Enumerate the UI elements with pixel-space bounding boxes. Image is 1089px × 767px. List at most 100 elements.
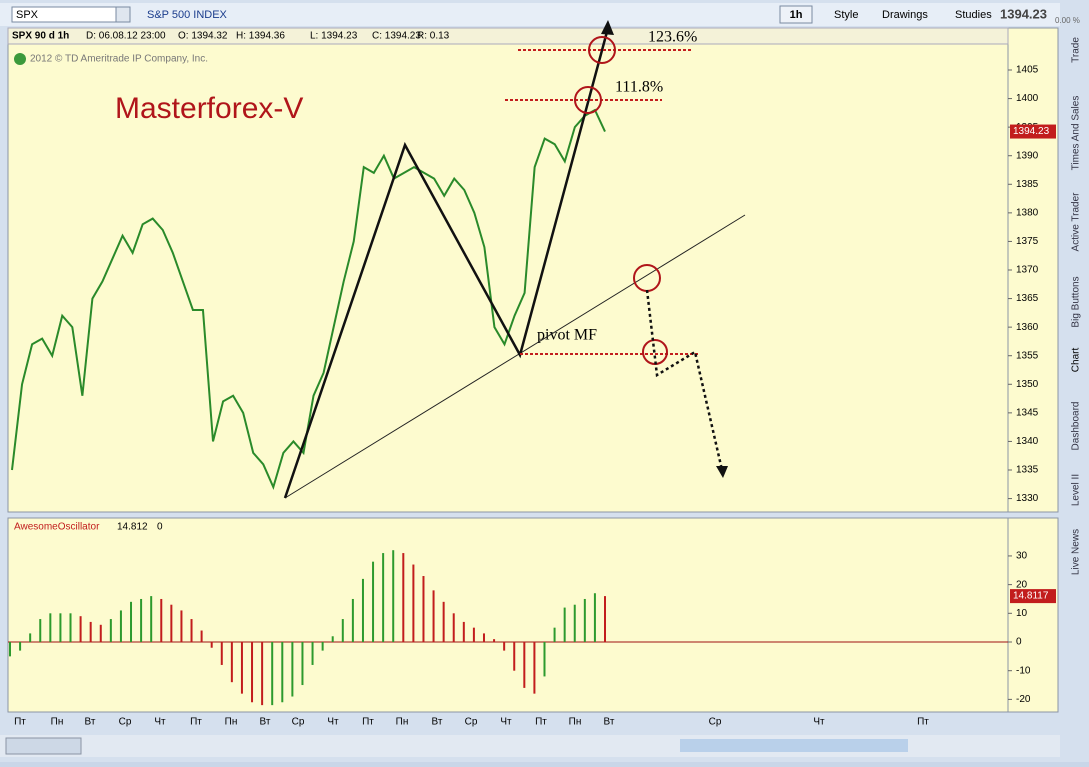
last-value-label: 14.8117	[1013, 591, 1049, 602]
osc-bar	[311, 642, 314, 665]
scroll-thumb[interactable]	[680, 739, 908, 752]
osc-bar	[240, 642, 243, 694]
price-line	[11, 108, 606, 491]
osc-bar	[593, 593, 596, 643]
info-icon[interactable]	[14, 53, 26, 65]
osc-bar	[503, 642, 506, 651]
side-tab[interactable]: Times And Sales	[1071, 96, 1082, 171]
osc-bar	[130, 601, 133, 643]
osc-bar	[89, 621, 92, 643]
osc-bar	[361, 578, 364, 643]
symbol-dropdown[interactable]	[115, 6, 131, 23]
x-tick-label: Ср	[292, 717, 305, 728]
osc-bar	[392, 550, 395, 643]
y-tick-label: 1405	[1016, 65, 1039, 76]
x-tick-label: Вт	[604, 717, 615, 728]
annotation-fib: 123.6%	[648, 29, 697, 46]
x-tick-label: Чт	[327, 717, 339, 728]
osc-bar	[523, 642, 526, 688]
x-tick-label: Вт	[432, 717, 443, 728]
osc-bar	[482, 633, 485, 643]
osc-bar	[160, 598, 163, 643]
side-tab[interactable]: Big Buttons	[1071, 276, 1082, 327]
osc-bar	[79, 616, 82, 643]
side-tab[interactable]: Trade	[1071, 37, 1082, 63]
osc-bar	[230, 642, 233, 683]
side-tab[interactable]: Dashboard	[1071, 402, 1082, 451]
header-chart: SPX 90 d 1h	[12, 31, 69, 42]
osc-bar	[59, 613, 62, 643]
x-tick-label: Пн	[225, 717, 238, 728]
header-close: C: 1394.23	[372, 31, 421, 42]
annotation-title: Masterforex-V	[115, 92, 303, 125]
osc-axis	[1007, 517, 1059, 713]
osc-bar	[39, 619, 42, 643]
osc-bar	[119, 610, 122, 643]
x-tick-label: Чт	[813, 717, 825, 728]
y-tick-label: 1365	[1016, 293, 1039, 304]
symbol[interactable]: SPX	[16, 9, 39, 21]
y-tick-label: 1400	[1016, 93, 1039, 104]
period-button[interactable]	[779, 5, 813, 24]
osc-bar	[200, 630, 203, 643]
osc-bar	[533, 642, 536, 694]
copyright: 2012 © TD Ameritrade IP Company, Inc.	[30, 54, 208, 65]
change: 0.00 %	[1055, 16, 1080, 25]
osc-bar	[442, 601, 445, 643]
y-tick-label: 10	[1016, 608, 1028, 619]
x-tick-label: Пн	[51, 717, 64, 728]
osc-bar	[553, 627, 556, 643]
x-tick-label: Ср	[465, 717, 478, 728]
osc-bar	[251, 642, 254, 703]
header-high: H: 1394.36	[236, 31, 285, 42]
side-tab[interactable]: Level II	[1071, 474, 1082, 506]
osc-bar	[573, 604, 576, 643]
y-tick-label: 0	[1016, 637, 1022, 648]
last-price-label: 1394.23	[1013, 126, 1050, 137]
y-tick-label: 30	[1016, 551, 1028, 562]
x-tick-label: Пт	[14, 717, 26, 728]
studies-button[interactable]: Studies	[955, 9, 992, 21]
period[interactable]: 1h	[790, 9, 803, 21]
annotation-fib: 111.8%	[615, 79, 663, 96]
osc-bar	[109, 619, 112, 643]
y-tick-label: 1345	[1016, 407, 1039, 418]
x-tick-label: Вт	[85, 717, 96, 728]
osc-bar	[220, 642, 223, 665]
drawings-button[interactable]: Drawings	[882, 9, 928, 21]
side-tab[interactable]: Active Trader	[1071, 192, 1082, 252]
osc-bar	[472, 627, 475, 643]
side-tab[interactable]: Live News	[1071, 529, 1082, 575]
price-panel	[7, 27, 1009, 513]
osc-bar	[140, 598, 143, 643]
side-tab[interactable]: Chart	[1071, 348, 1082, 373]
x-tick-label: Ср	[709, 717, 722, 728]
y-tick-label: 20	[1016, 579, 1028, 590]
x-tick-label: Чт	[500, 717, 512, 728]
osc-bar	[462, 621, 465, 643]
osc-bar	[493, 639, 496, 643]
osc-bar	[543, 642, 546, 677]
y-tick-label: 1340	[1016, 436, 1039, 447]
osc-bar	[402, 553, 405, 643]
x-tick-label: Пт	[917, 717, 929, 728]
osc-bar	[291, 642, 294, 697]
last-value-marker	[1010, 589, 1056, 604]
osc-bar	[331, 636, 334, 643]
osc-bar	[412, 564, 415, 643]
osc-bar	[170, 604, 173, 643]
osc-bar	[351, 598, 354, 643]
osc-bar	[29, 633, 32, 643]
drawings	[283, 20, 746, 499]
style-button[interactable]: Style	[834, 9, 858, 21]
osc-bar	[583, 598, 586, 643]
x-tick-label: Чт	[154, 717, 166, 728]
osc-bar	[382, 553, 385, 643]
x-tick-label: Ср	[119, 717, 132, 728]
zoom-buttons[interactable]	[5, 737, 82, 755]
y-tick-label: 1330	[1016, 493, 1039, 504]
osc-bar	[150, 596, 153, 643]
osc-bar	[9, 642, 11, 657]
osc-bar	[301, 642, 304, 686]
